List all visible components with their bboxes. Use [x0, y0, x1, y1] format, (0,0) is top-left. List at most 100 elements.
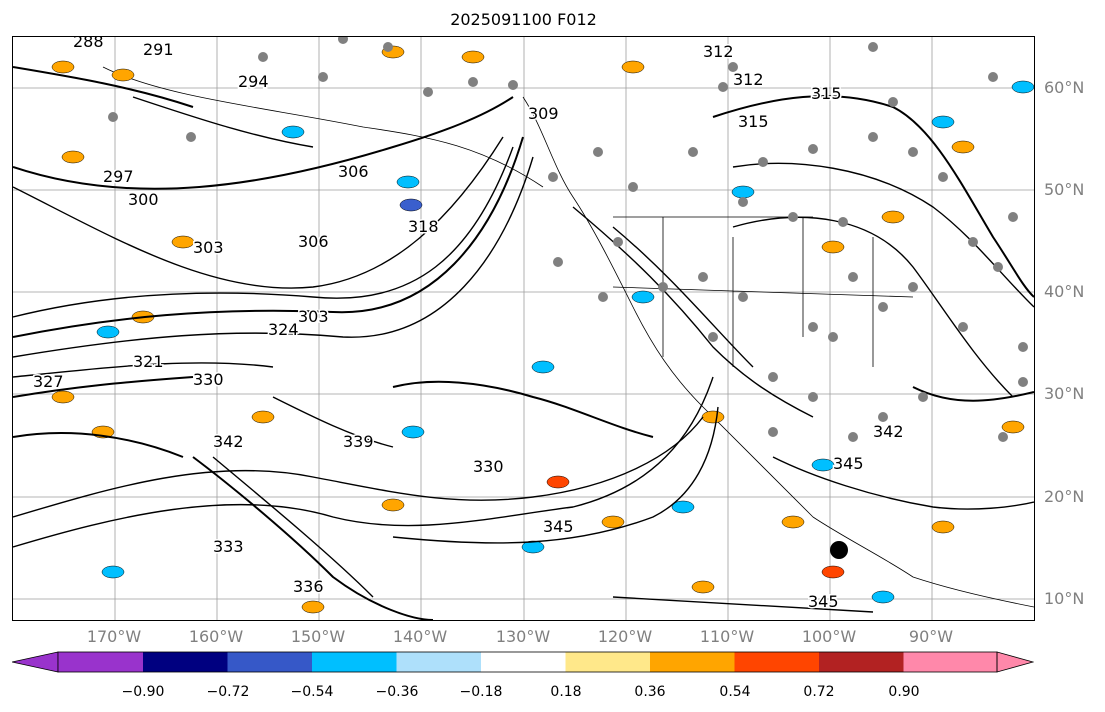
station-dot: [658, 282, 668, 292]
station-dot: [698, 272, 708, 282]
lat-label-10n: 10°N: [1044, 589, 1085, 608]
contour-label: 318: [408, 217, 439, 236]
station-dot: [598, 292, 608, 302]
map-title: 2025091100 F012: [450, 10, 597, 29]
lat-label-20n: 20°N: [1044, 487, 1085, 506]
negative-anomaly-patch: [871, 590, 895, 604]
lon-label-170w: 170°W: [86, 627, 142, 646]
station-dot: [738, 197, 748, 207]
colorbar-extend-high: [996, 651, 1034, 673]
contour-label: 339: [343, 432, 374, 451]
station-dot: [918, 392, 928, 402]
positive-anomaly-patch: [601, 515, 625, 529]
positive-anomaly-patch: [1001, 420, 1025, 434]
colorbar-segment: [903, 652, 999, 672]
negative-anomaly-patch: [671, 500, 695, 514]
contour-line: [212, 456, 374, 598]
positive-anomaly-patch: [701, 410, 725, 424]
station-dot: [768, 427, 778, 437]
contour-label: 288: [73, 37, 104, 51]
positive-anomaly-patch: [621, 60, 645, 74]
colorbar-segment: [650, 652, 735, 672]
positive-anomaly-patch: [951, 140, 975, 154]
contour-label: 306: [298, 232, 329, 251]
contour-label: 300: [128, 190, 159, 209]
weather-map: 288 291 294 297 300 303 306 306 303 309 312 312 315 3…: [12, 36, 1035, 621]
contour-label: 291: [143, 40, 174, 59]
contour-label: 315: [811, 84, 842, 103]
contour-label: 342: [873, 422, 904, 441]
positive-anomaly-patch: [461, 50, 485, 64]
alaska-coast: [102, 66, 544, 188]
lon-label-160w: 160°W: [188, 627, 244, 646]
colorbar-tick-label: 0.36: [634, 684, 666, 700]
contour-label: 345: [833, 454, 864, 473]
negative-anomaly-patch: [731, 185, 755, 199]
station-dot: [958, 322, 968, 332]
lat-label-30n: 30°N: [1044, 384, 1085, 403]
negative-anomaly-patch: [101, 565, 125, 579]
positive-anomaly-patch: [301, 600, 325, 614]
contour-label: 303: [193, 238, 224, 257]
colorbar-outline: [57, 651, 998, 673]
contour-line: [13, 96, 514, 190]
contour-line: [912, 386, 1034, 402]
colorbar: [12, 651, 1034, 673]
station-dot: [1008, 212, 1018, 222]
contour-label: 342: [213, 432, 244, 451]
contour-line: [13, 362, 274, 378]
negative-anomaly-patch: [521, 540, 545, 554]
lat-lon-grid: [13, 37, 1034, 620]
contour-label: 306: [338, 162, 369, 181]
contour-lines: [13, 66, 1034, 620]
negative-anomaly-patch: [1011, 80, 1034, 94]
map-svg: 288 291 294 297 300 303 306 306 303 309 312 312 315 3…: [13, 37, 1034, 620]
lon-label-100w: 100°W: [801, 627, 857, 646]
contour-label: 321: [133, 352, 164, 371]
contour-line: [13, 432, 184, 458]
station-dot: [708, 332, 718, 342]
positive-anomaly-patch: [251, 410, 275, 424]
colorbar-segment: [396, 652, 482, 672]
lon-label-130w: 130°W: [495, 627, 551, 646]
station-dot: [258, 52, 268, 62]
station-dot: [868, 132, 878, 142]
colorbar-segment: [58, 652, 143, 672]
contour-line: [13, 376, 714, 548]
shaded-anomalies: [51, 45, 1034, 614]
contour-line: [612, 596, 874, 613]
positive-anomaly-patch: [51, 60, 75, 74]
contour-label: 312: [733, 70, 764, 89]
contour-label: 309: [528, 104, 559, 123]
contour-line: [772, 456, 1034, 510]
contour-line: [712, 95, 1034, 298]
contour-line: [13, 66, 194, 108]
positive-anomaly-patch: [821, 240, 845, 254]
station-dot: [423, 87, 433, 97]
station-dot: [878, 302, 888, 312]
positive-anomaly-patch: [381, 498, 405, 512]
contour-label: 336: [293, 577, 324, 596]
negative-anomaly-patch: [96, 325, 120, 339]
positive-anomaly-patch: [51, 390, 75, 404]
colorbar-tick-label: −0.72: [206, 684, 250, 700]
station-dot: [828, 332, 838, 342]
contour-label: 345: [543, 517, 574, 536]
station-dot: [848, 272, 858, 282]
colorbar-segment: [143, 652, 228, 672]
contour-line: [13, 416, 704, 518]
negative-anomaly-patch: [399, 198, 423, 212]
colorbar-segment: [227, 652, 313, 672]
contour-label: 327: [33, 372, 64, 391]
station-dot: [628, 182, 638, 192]
station-dot: [788, 212, 798, 222]
positive-anomaly-patch: [821, 565, 845, 579]
station-dot: [688, 147, 698, 157]
contour-labels: 288 291 294 297 300 303 306 306 303 309 312 312 315 3…: [32, 37, 906, 613]
contour-line: [13, 146, 514, 318]
contour-label: 333: [213, 537, 244, 556]
station-dot: [718, 82, 728, 92]
contour-line: [192, 456, 434, 620]
colorbar-tick-label: 0.54: [719, 684, 751, 700]
station-dot: [998, 432, 1008, 442]
